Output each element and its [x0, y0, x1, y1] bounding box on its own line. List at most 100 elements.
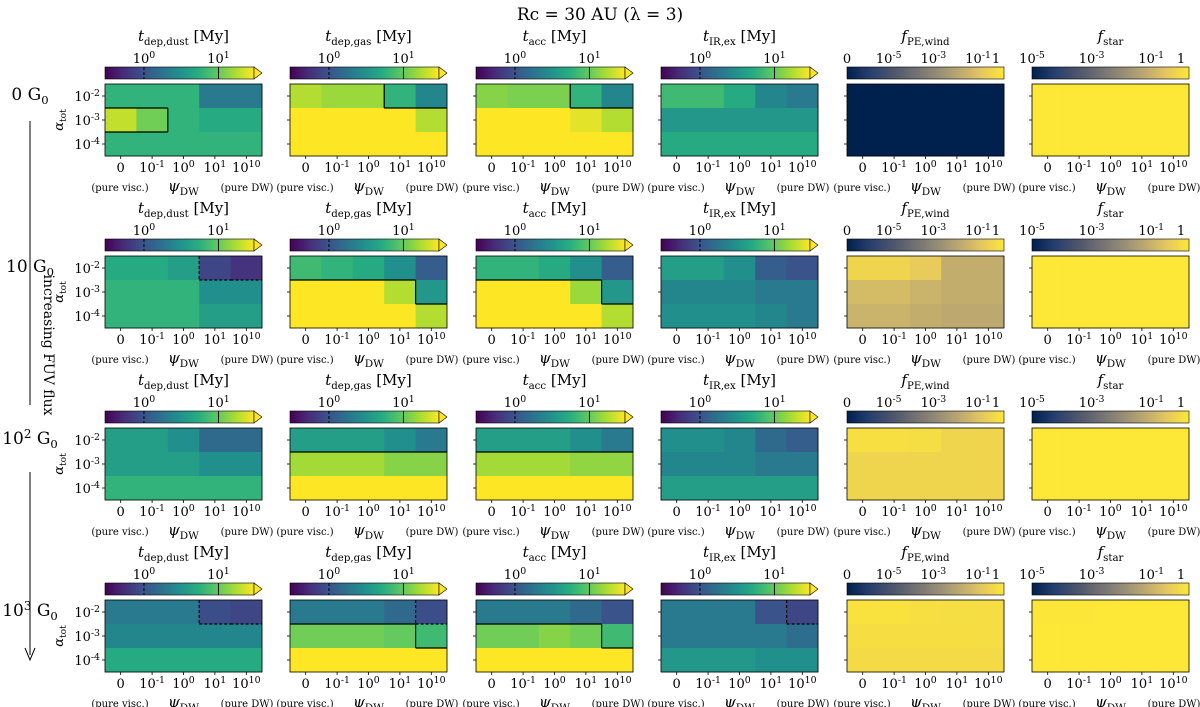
panel-fstar-row0: fstar 10-5 10-3 10-1 1 0 10-1 100 101 1010 (pure v…: [1018, 27, 1200, 198]
heatmap-cell: [476, 108, 508, 133]
heatmap-cell: [105, 280, 137, 305]
heatmap-cell: [878, 280, 911, 305]
colorbar-title: tdep,dust [My]: [138, 371, 229, 392]
heatmap-cell: [136, 428, 169, 453]
heatmap-cell: [847, 108, 879, 133]
heatmap-cell: [847, 600, 879, 625]
x-tick-label: 0: [488, 677, 496, 692]
x-note-right: (pure DW): [1148, 699, 1200, 707]
row-label: 0 G0: [11, 85, 48, 107]
heatmap-cell: [167, 304, 200, 329]
heatmap-cell: [692, 452, 725, 477]
x-tick-label: 0: [488, 333, 496, 348]
panel-tacc-row0: tacc [My]100 1010 10-1 100 101 1010(pure visc…: [462, 27, 644, 198]
heatmap-cell: [1094, 648, 1127, 673]
heatmap-cell: [384, 84, 416, 109]
colorbar-title: fstar: [1097, 27, 1124, 48]
heatmap-cell: [941, 476, 973, 501]
x-tick-label: 1010: [232, 159, 260, 176]
arrow-down-icon: [24, 647, 36, 662]
heatmap-cell: [230, 624, 263, 649]
colorbar-tick-label: 100: [689, 50, 712, 67]
heatmap-cell: [321, 600, 354, 625]
heatmap-cell: [1157, 476, 1190, 501]
x-axis-label: ψDW: [1095, 177, 1126, 198]
heatmap-cell: [290, 648, 322, 673]
heatmap-cell: [601, 428, 634, 453]
heatmap-cell: [290, 108, 322, 133]
heatmap-cell: [1094, 256, 1127, 281]
heatmap-cell: [507, 256, 540, 281]
x-tick-label: 10-1: [324, 331, 350, 348]
heatmap-cell: [692, 600, 725, 625]
x-tick-label: 101: [389, 675, 412, 692]
heatmap-cell: [538, 428, 571, 453]
heatmap-cell: [167, 600, 200, 625]
heatmap-cell: [847, 132, 879, 157]
x-axis-label: ψDW: [724, 177, 755, 198]
panel-tdep_gas-row2: tdep,gas [My]100 1010 10-1 100 101 1010(pure …: [276, 371, 458, 542]
colorbar-title: fstar: [1097, 543, 1124, 564]
colorbar: [1031, 410, 1190, 424]
heatmap-cell: [321, 108, 354, 133]
colorbar-tick-label: 10-3: [1079, 566, 1105, 583]
heatmap-cell: [847, 476, 879, 501]
heatmap-cell: [661, 304, 693, 329]
x-note-right: (pure DW): [592, 355, 645, 366]
x-tick-label: 101: [1131, 159, 1154, 176]
heatmap-cell: [507, 476, 540, 501]
heatmap-cell: [507, 280, 540, 305]
colorbar-extend-arrow: [809, 238, 819, 252]
heatmap-cell: [415, 452, 448, 477]
heatmap-cell: [878, 648, 911, 673]
heatmap-cell: [601, 84, 634, 109]
heatmap-cell: [723, 600, 756, 625]
colorbar-tick-label: 10-3: [921, 566, 947, 583]
colorbar-tick-label: 100: [318, 566, 341, 583]
panel-tacc-row1: tacc [My]100 1010 10-1 100 101 1010(pure visc…: [462, 199, 644, 370]
heatmap-cell: [1157, 648, 1190, 673]
colorbar-tick-label: 100: [133, 394, 156, 411]
y-tick-label: 10-3: [74, 628, 100, 645]
heatmap-cell: [786, 280, 819, 305]
colorbar-extend-arrow: [809, 582, 819, 596]
heatmap-cell: [755, 600, 787, 625]
heatmap-cell: [661, 428, 693, 453]
heatmap-cell: [167, 280, 200, 305]
panel-tdep_dust-row0: tdep,dust [My]100 1010 10-1 100 101 1010(pure…: [52, 27, 274, 198]
x-tick-label: 10-1: [510, 503, 536, 520]
x-tick-label: 1010: [603, 159, 631, 176]
heatmap-cell: [105, 108, 137, 133]
heatmap-cell: [661, 452, 693, 477]
x-tick-label: 0: [1044, 333, 1052, 348]
colorbar-title: fPE,wind: [900, 199, 950, 220]
heatmap-cell: [755, 256, 787, 281]
colorbar-tick-label: 10-5: [876, 50, 902, 67]
heatmap-cell: [1126, 256, 1158, 281]
heatmap-cell: [476, 452, 508, 477]
colorbar-extend-arrow: [624, 410, 634, 424]
heatmap-cell: [723, 476, 756, 501]
heatmap-cell: [601, 280, 634, 305]
heatmap-cell: [1126, 600, 1158, 625]
panel-tdep_dust-row3: tdep,dust [My]100 1010 10-1 100 101 1010(pure…: [52, 543, 274, 707]
heatmap-cell: [723, 428, 756, 453]
x-note-left: (pure visc.): [647, 183, 704, 194]
x-tick-label: 0: [117, 505, 125, 520]
heatmap-cell: [941, 624, 973, 649]
heatmap-cell: [199, 452, 231, 477]
heatmap-cell: [692, 108, 725, 133]
x-tick-label: 0: [488, 161, 496, 176]
heatmap-cell: [755, 476, 787, 501]
panel-tIR_ex-row2: tIR,ex [My]100 1010 10-1 100 101 1010(pure vi…: [647, 371, 829, 542]
heatmap-cell: [136, 108, 169, 133]
heatmap-cell: [941, 452, 973, 477]
heatmap-cell: [476, 84, 508, 109]
colorbar-tick-label: 101: [207, 566, 230, 583]
heatmap-cell: [136, 648, 169, 673]
heatmap-cell: [167, 476, 200, 501]
colorbar-tick-label: 100: [133, 222, 156, 239]
colorbar-title: fPE,wind: [900, 371, 950, 392]
